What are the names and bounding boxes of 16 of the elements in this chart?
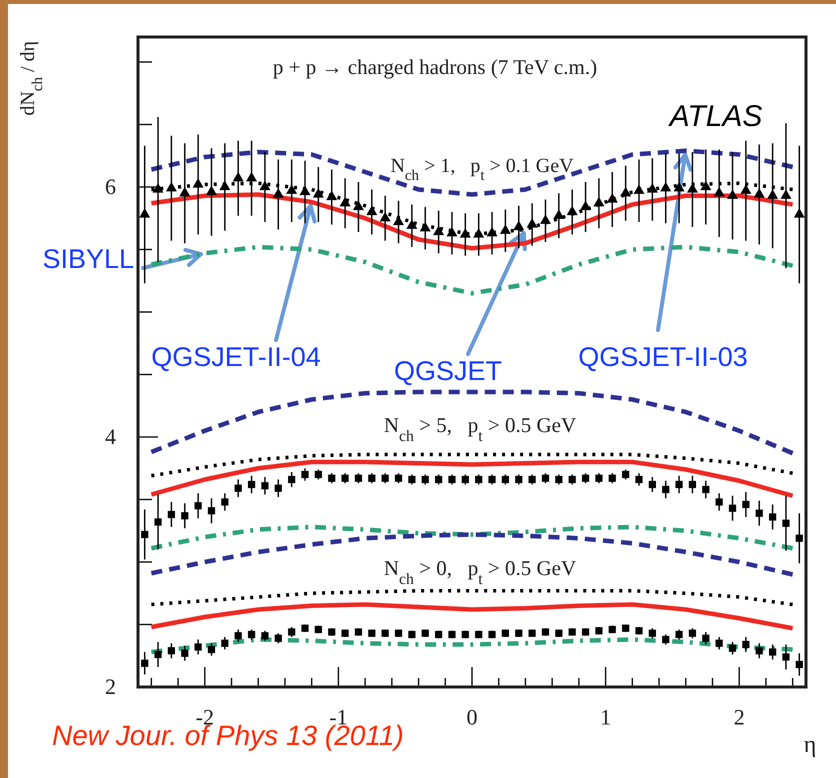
annotation: ATLAS (668, 100, 762, 133)
x-tick-label: 2 (734, 704, 745, 730)
annotation: N$_{ch}$ > 0, p$_{t}$ > 0.5 GeV (384, 556, 576, 588)
annotation: QGSJET-II-04 (151, 342, 321, 372)
annotation: QGSJET-II-03 (578, 342, 748, 372)
annotation: p + p → charged hadrons (7 TeV c.m.) (272, 55, 598, 79)
x-axis-title: η (804, 732, 816, 758)
x-tick-label: 1 (600, 704, 612, 730)
annotation: QGSJET (394, 356, 502, 386)
y-tick-label: 4 (105, 424, 116, 450)
annotation: N$_{ch}$ > 1, p$_{t}$ > 0.1 GeV (390, 155, 574, 184)
y-tick-label: 6 (105, 174, 116, 200)
annotation: SIBYLL (42, 244, 134, 274)
x-tick-label: 0 (466, 704, 478, 730)
annotation: N$_{ch}$ > 5, p$_{t}$ > 0.5 GeV (384, 413, 576, 444)
y-tick-label: 2 (105, 674, 116, 700)
